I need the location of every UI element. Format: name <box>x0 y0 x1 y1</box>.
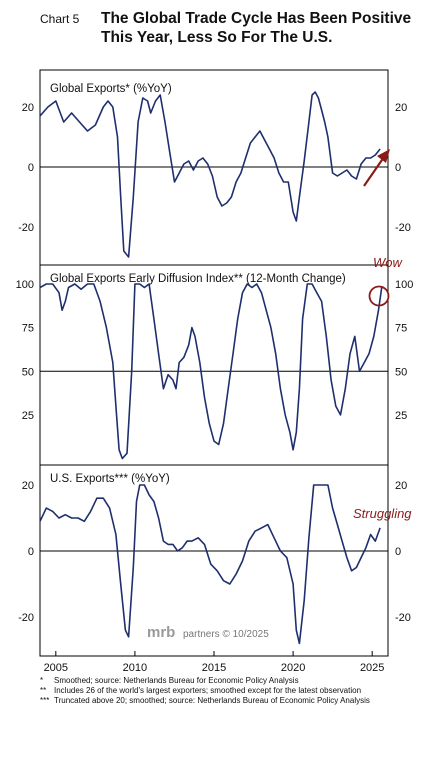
series-line-3 <box>40 484 381 645</box>
footnote-text: Smoothed; source: Netherlands Bureau for… <box>54 676 299 685</box>
y-tick-label-right: 100 <box>395 279 413 291</box>
y-tick-label-left: 100 <box>16 279 34 291</box>
y-tick-label-right: 50 <box>395 366 407 378</box>
footnotes: * Smoothed; source: Netherlands Bureau f… <box>40 676 425 706</box>
y-tick-label-left: 50 <box>22 366 34 378</box>
y-tick-label-right: 25 <box>395 410 407 422</box>
y-tick-label-right: -20 <box>395 222 411 234</box>
footnote-mark: ** <box>40 686 47 695</box>
footnote-mark: * <box>40 676 44 685</box>
panel-title: Global Exports* (%YoY) <box>50 83 172 95</box>
y-tick-label-right: 20 <box>395 102 407 114</box>
y-tick-label-left: -20 <box>18 612 34 624</box>
x-tick-label: 2025 <box>360 662 384 674</box>
y-tick-label-left: 25 <box>22 410 34 422</box>
footnote-text: Truncated above 20; smoothed; source: Ne… <box>54 696 370 705</box>
x-tick-label: 2015 <box>202 662 226 674</box>
footnote-1: * Smoothed; source: Netherlands Bureau f… <box>40 676 425 686</box>
y-tick-label-left: 0 <box>28 546 34 558</box>
x-tick-label: 2020 <box>281 662 305 674</box>
y-tick-label-left: 20 <box>22 480 34 492</box>
annotation-text: Struggling <box>353 506 412 521</box>
y-tick-label-right: 0 <box>395 162 401 174</box>
y-tick-label-left: 0 <box>28 162 34 174</box>
series-line-2 <box>40 283 383 460</box>
y-tick-label-left: 20 <box>22 102 34 114</box>
x-tick-label: 2005 <box>44 662 68 674</box>
annotation-arrow <box>363 156 385 187</box>
y-tick-label-right: -20 <box>395 612 411 624</box>
watermark-text: partners © 10/2025 <box>183 629 269 640</box>
y-tick-label-left: -20 <box>18 222 34 234</box>
chart-number-label: Chart 5 <box>40 12 80 26</box>
y-tick-label-left: 75 <box>22 323 34 335</box>
y-tick-label-right: 20 <box>395 480 407 492</box>
footnote-3: *** Truncated above 20; smoothed; source… <box>40 696 425 706</box>
y-tick-label-right: 0 <box>395 546 401 558</box>
panel-title: Global Exports Early Diffusion Index** (… <box>50 273 346 285</box>
footnote-mark: *** <box>40 696 50 705</box>
footnote-2: ** Includes 26 of the world's largest ex… <box>40 686 425 696</box>
annotation-arrowhead <box>377 149 390 163</box>
series-line-1 <box>40 91 381 258</box>
panel-title: U.S. Exports*** (%YoY) <box>50 473 170 485</box>
y-tick-label-right: 75 <box>395 323 407 335</box>
chart-title: The Global Trade Cycle Has Been Positive… <box>101 10 412 46</box>
x-tick-label: 2010 <box>123 662 147 674</box>
watermark-brand: mrb <box>147 624 175 641</box>
annotation-text: Wow <box>373 255 404 270</box>
annotation-circle <box>368 285 390 307</box>
footnote-text: Includes 26 of the world's largest expor… <box>54 686 362 695</box>
